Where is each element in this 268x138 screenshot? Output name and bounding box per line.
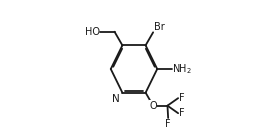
Text: HO: HO bbox=[84, 27, 99, 37]
Text: Br: Br bbox=[154, 22, 165, 32]
Text: F: F bbox=[179, 93, 184, 103]
Text: NH$_2$: NH$_2$ bbox=[172, 62, 192, 76]
Text: N: N bbox=[113, 94, 120, 104]
Text: F: F bbox=[179, 108, 184, 118]
Text: F: F bbox=[165, 119, 171, 129]
Text: O: O bbox=[149, 101, 157, 111]
